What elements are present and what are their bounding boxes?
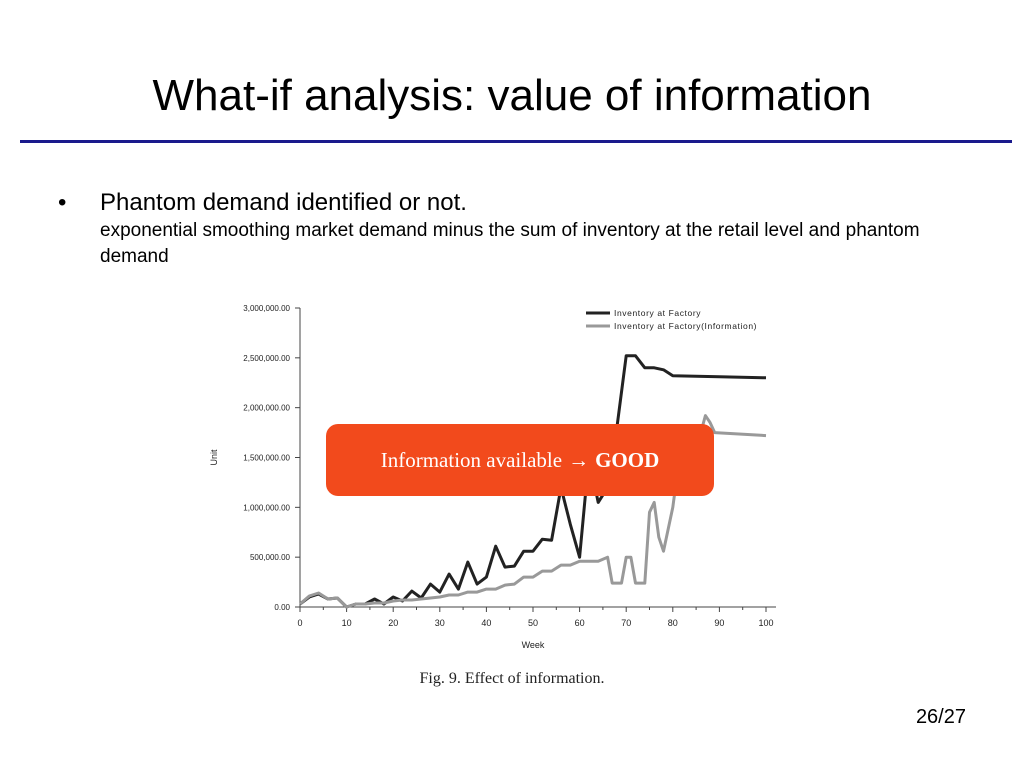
x-tick-label: 60 (575, 618, 585, 628)
bullet-sub-text: exponential smoothing market demand minu… (100, 220, 920, 267)
x-tick-label: 40 (481, 618, 491, 628)
series-layer (299, 354, 767, 609)
x-tick-label: 50 (528, 618, 538, 628)
bullet-item: • Phantom demand identified or not. (58, 188, 978, 218)
x-tick-label: 100 (758, 618, 773, 628)
y-tick-label: 2,000,000.00 (243, 404, 290, 413)
x-tick-label: 10 (342, 618, 352, 628)
x-ticks: 0 10 20 30 40 50 60 70 80 90 100 (297, 607, 774, 628)
y-tick-label: 3,000,000.00 (243, 304, 290, 313)
x-tick-label: 80 (668, 618, 678, 628)
x-tick-label: 30 (435, 618, 445, 628)
y-tick-label: 2,500,000.00 (243, 354, 290, 363)
x-tick-label: 0 (297, 618, 302, 628)
slide-title: What-if analysis: value of information (152, 71, 872, 120)
series-line (299, 414, 767, 609)
y-tick-label: 0.00 (274, 603, 290, 612)
title-divider (20, 140, 1012, 143)
x-axis-label: Week (522, 640, 545, 650)
information-callout: Information available → GOOD (326, 424, 714, 496)
legend-label: Inventory at Factory (614, 308, 701, 318)
legend-label: Inventory at Factory(Information) (614, 321, 757, 331)
bullet-list: • Phantom demand identified or not. expo… (58, 188, 978, 270)
y-tick-label: 1,500,000.00 (243, 454, 290, 463)
arrow-right-icon: → (568, 447, 590, 472)
line-chart: 0.00 500,000.00 1,000,000.00 1,500,000.00 2,… (209, 304, 776, 650)
chart-legend: Inventory at Factory Inventory at Factory… (586, 308, 757, 331)
x-tick-label: 20 (388, 618, 398, 628)
x-tick-label: 90 (714, 618, 724, 628)
callout-emphasis: GOOD (595, 447, 660, 472)
bullet-dot: • (58, 189, 67, 216)
y-tick-label: 1,000,000.00 (243, 503, 290, 512)
callout-text: Information available (380, 447, 563, 472)
y-axis-label: Unit (209, 449, 219, 466)
page-number: 26/27 (915, 706, 966, 728)
chart-container: 0.00 500,000.00 1,000,000.00 1,500,000.00 2,… (200, 295, 800, 655)
bullet-main-text: Phantom demand identified or not. (100, 189, 467, 216)
figure-caption: Fig. 9. Effect of information. (419, 670, 605, 687)
x-tick-label: 70 (621, 618, 631, 628)
y-tick-label: 500,000.00 (250, 553, 291, 562)
y-ticks: 0.00 500,000.00 1,000,000.00 1,500,000.00 2,… (243, 304, 300, 612)
